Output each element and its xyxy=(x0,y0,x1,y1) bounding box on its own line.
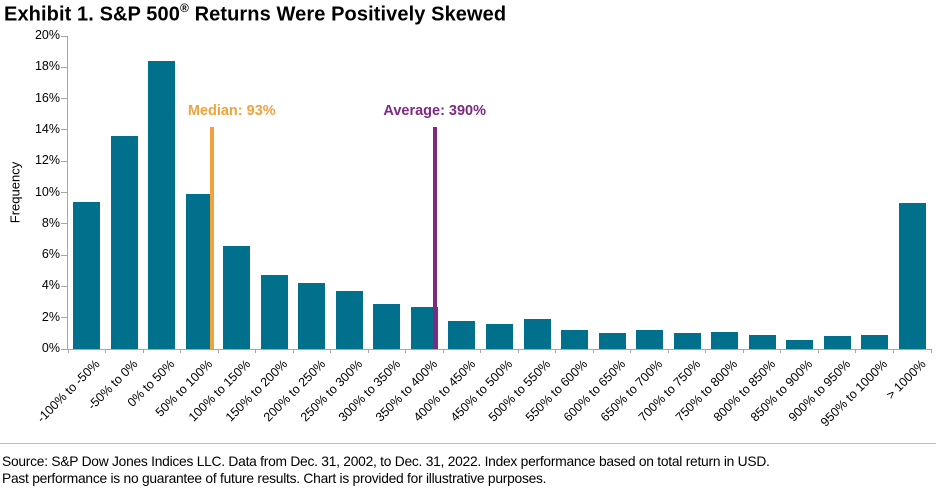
y-tick xyxy=(61,192,68,193)
bar xyxy=(636,330,664,349)
x-tick xyxy=(555,349,557,353)
bar xyxy=(110,136,138,349)
y-tick xyxy=(61,223,68,225)
y-tick-label: 4% xyxy=(41,278,60,293)
plot-area xyxy=(61,35,932,353)
y-tick-label: 6% xyxy=(41,247,60,262)
source-note: Source: S&P Dow Jones Indices LLC. Data … xyxy=(2,453,934,487)
bar xyxy=(185,194,213,349)
bar xyxy=(898,203,926,349)
x-tick xyxy=(405,349,407,353)
median-line xyxy=(209,126,214,349)
x-tick xyxy=(817,349,819,353)
y-tick-label: 16% xyxy=(34,90,60,105)
y-tick xyxy=(61,254,68,256)
x-axis-label: -100% to -50% xyxy=(34,357,103,426)
y-tick xyxy=(61,35,68,37)
x-tick xyxy=(292,349,294,353)
bar xyxy=(73,201,101,349)
x-tick xyxy=(667,349,669,353)
bar xyxy=(598,333,626,349)
x-tick xyxy=(780,349,782,353)
registered-trademark-symbol: ® xyxy=(179,1,189,15)
x-tick xyxy=(330,349,332,353)
bar xyxy=(373,303,401,349)
x-tick xyxy=(442,349,444,353)
x-tick xyxy=(105,349,107,353)
bar xyxy=(223,245,251,349)
y-tick xyxy=(61,160,68,162)
y-tick-label: 8% xyxy=(41,215,60,230)
y-tick-label: 20% xyxy=(34,28,60,42)
x-tick xyxy=(142,349,144,353)
y-tick xyxy=(61,129,68,131)
source-note-line2: Past performance is no guarantee of futu… xyxy=(2,471,547,486)
bar xyxy=(861,334,889,349)
x-tick xyxy=(67,349,69,353)
y-tick-label: 18% xyxy=(34,59,60,74)
x-tick xyxy=(930,349,932,353)
bar xyxy=(486,323,513,349)
chart-title-prefix: Exhibit 1. S&P 500 xyxy=(4,3,180,26)
bar xyxy=(673,333,701,349)
bar xyxy=(298,283,326,349)
x-axis-label: > 1000% xyxy=(883,357,929,403)
bar xyxy=(335,291,363,349)
x-tick xyxy=(180,349,182,353)
y-tick xyxy=(61,66,68,68)
x-tick xyxy=(517,349,519,353)
x-tick xyxy=(892,349,894,353)
bar xyxy=(748,334,776,349)
chart-title-suffix: Returns Were Positively Skewed xyxy=(188,3,507,26)
x-tick xyxy=(592,349,594,353)
y-tick xyxy=(61,317,68,319)
y-tick-label: 2% xyxy=(41,309,60,324)
y-tick-label: 0% xyxy=(41,341,60,355)
x-tick xyxy=(705,349,707,353)
x-tick xyxy=(742,349,744,353)
y-tick xyxy=(61,348,68,350)
bar xyxy=(823,336,851,349)
bar xyxy=(786,339,814,349)
y-tick-label: 10% xyxy=(34,184,60,199)
x-tick xyxy=(217,349,219,353)
median-label: Median: 93% xyxy=(187,102,276,119)
y-tick xyxy=(61,285,68,287)
bar xyxy=(711,331,739,349)
x-tick xyxy=(855,349,857,353)
x-tick xyxy=(480,349,482,353)
x-tick xyxy=(630,349,632,353)
bar xyxy=(148,61,176,349)
average-line xyxy=(432,126,437,349)
y-tick xyxy=(61,98,68,100)
footer-divider xyxy=(0,443,936,444)
bar xyxy=(260,275,288,349)
y-tick-label: 14% xyxy=(34,121,60,136)
source-note-line1: Source: S&P Dow Jones Indices LLC. Data … xyxy=(2,454,770,469)
bar xyxy=(561,330,589,349)
y-tick-label: 12% xyxy=(34,153,60,168)
x-tick xyxy=(367,349,369,353)
x-axis-label: 950% to 1000% xyxy=(818,357,891,430)
bar xyxy=(448,320,476,349)
average-label: Average: 390% xyxy=(383,102,487,119)
bar xyxy=(523,319,551,349)
chart-title: Exhibit 1. S&P 500® Returns Were Positiv… xyxy=(4,1,507,27)
x-tick xyxy=(255,349,257,353)
